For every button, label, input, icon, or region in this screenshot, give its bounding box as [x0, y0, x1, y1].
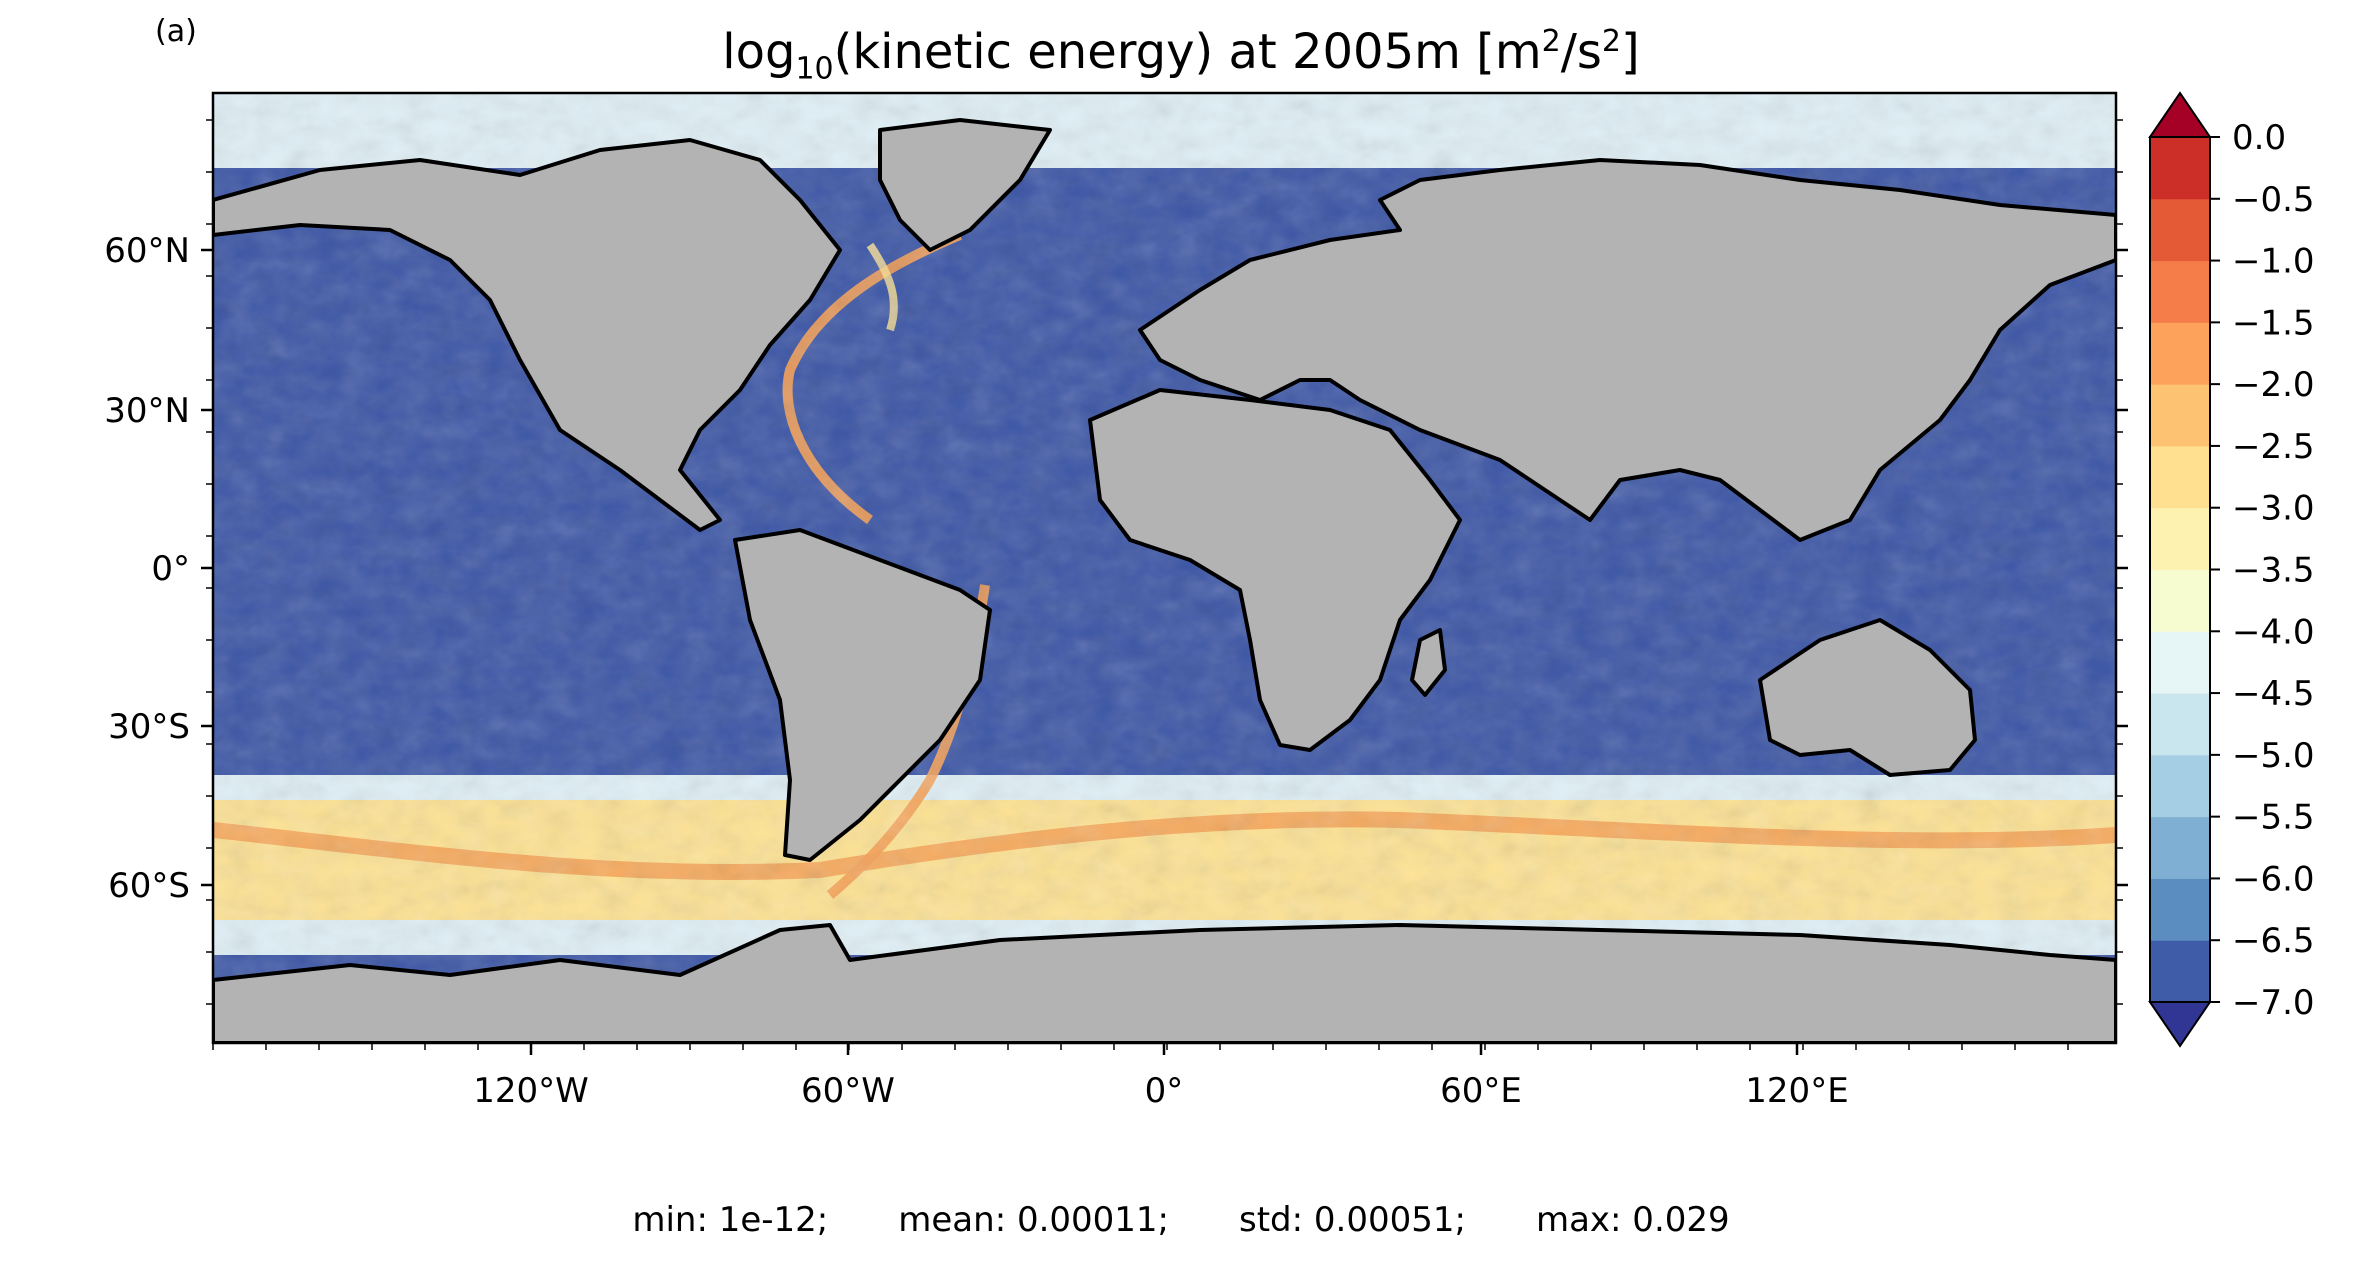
title-subscript: 10 — [795, 51, 834, 87]
greenland — [878, 118, 1052, 252]
colorbar-band — [2150, 631, 2210, 694]
lat-tick-label: 30°S — [108, 707, 190, 747]
title-suffix: ] — [1621, 24, 1640, 80]
africa — [1088, 388, 1462, 752]
colorbar-band — [2150, 878, 2210, 941]
madagascar — [1410, 628, 1447, 697]
colorbar-tick-label: −5.5 — [2232, 798, 2315, 838]
map-area — [213, 93, 2116, 1043]
stat-min: min: 1e-12; — [632, 1200, 829, 1240]
lon-tick-label: 60°W — [801, 1071, 895, 1111]
colorbar-band — [2150, 137, 2210, 200]
panel-label: (a) — [155, 14, 197, 49]
lat-tick-label: 30°N — [104, 391, 190, 431]
land-masses — [213, 118, 2116, 1043]
north-america — [213, 138, 842, 532]
colorbar-band — [2150, 754, 2210, 818]
colorbar-band — [2150, 816, 2210, 879]
colorbar-extend-min — [2148, 1001, 2212, 1048]
colorbar-tick-label: −3.0 — [2232, 489, 2315, 529]
plot-title: log10(kinetic energy) at 2005m [m2/s2] — [0, 24, 2362, 87]
eurasia — [1138, 158, 2116, 542]
title-prefix: log — [722, 24, 796, 80]
latitude-axis: 60°N 30°N 0° 30°S 60°S — [104, 119, 2128, 1005]
australia — [1758, 618, 1977, 777]
colorbar-band — [2150, 260, 2210, 323]
title-slash: /s — [1560, 24, 1602, 80]
colorbar-tick-label: −2.5 — [2232, 427, 2315, 467]
colorbar-band — [2150, 198, 2210, 262]
title-superscript-2: 2 — [1601, 24, 1621, 59]
lon-tick-label: 120°W — [473, 1071, 589, 1111]
colorbar-band — [2150, 384, 2210, 447]
colorbar-tick-label: −4.0 — [2232, 612, 2315, 652]
colorbar-tick-label: −4.5 — [2232, 674, 2315, 714]
colorbar-tick-label: −2.0 — [2232, 365, 2315, 405]
colorbar-tick-label: −3.5 — [2232, 551, 2315, 591]
lat-tick-label: 60°S — [108, 866, 190, 906]
colorbar-band — [2150, 507, 2210, 570]
colorbar-tick-label: −5.0 — [2232, 736, 2315, 776]
antarctica — [213, 923, 2116, 1043]
colorbar: 0.0 −0.5 −1.0 −1.5 −2.0 −2.5 −3.0 −3.5 −4.0 −4.5 −… — [2148, 91, 2315, 1048]
colorbar-tick-label: −6.0 — [2232, 859, 2315, 899]
colorbar-band — [2150, 322, 2210, 385]
title-superscript-1: 2 — [1541, 24, 1561, 59]
colorbar-band — [2150, 569, 2210, 632]
lat-tick-label: 60°N — [104, 231, 190, 271]
colorbar-tick-label: −1.5 — [2232, 303, 2315, 343]
south-america — [733, 528, 992, 862]
colorbar-band — [2150, 693, 2210, 756]
stat-max: max: 0.029 — [1535, 1200, 1730, 1240]
lon-tick-label: 60°E — [1440, 1071, 1522, 1111]
colorbar-tick-label: −6.5 — [2232, 921, 2315, 961]
stat-mean: mean: 0.00011; — [898, 1200, 1170, 1240]
colorbar-tick-label: 0.0 — [2232, 118, 2286, 158]
colorbar-band — [2150, 940, 2210, 1003]
colorbar-tick-label: −7.0 — [2232, 983, 2315, 1023]
colorbar-tick-label: −1.0 — [2232, 242, 2315, 282]
stat-std: std: 0.00051; — [1239, 1200, 1466, 1240]
lat-tick-label: 0° — [151, 549, 190, 589]
longitude-axis: 120°W 60°W 0° 60°E 120°E — [212, 1043, 2069, 1111]
colorbar-band — [2150, 445, 2210, 509]
colorbar-extend-max — [2148, 91, 2212, 138]
statistics-line: min: 1e-12; mean: 0.00011; std: 0.00051; ma… — [0, 1200, 2362, 1240]
colorbar-tick-label: −0.5 — [2232, 180, 2315, 220]
lon-tick-label: 0° — [1145, 1071, 1184, 1111]
lon-tick-label: 120°E — [1745, 1071, 1848, 1111]
title-middle: (kinetic energy) at 2005m [m — [833, 24, 1542, 80]
